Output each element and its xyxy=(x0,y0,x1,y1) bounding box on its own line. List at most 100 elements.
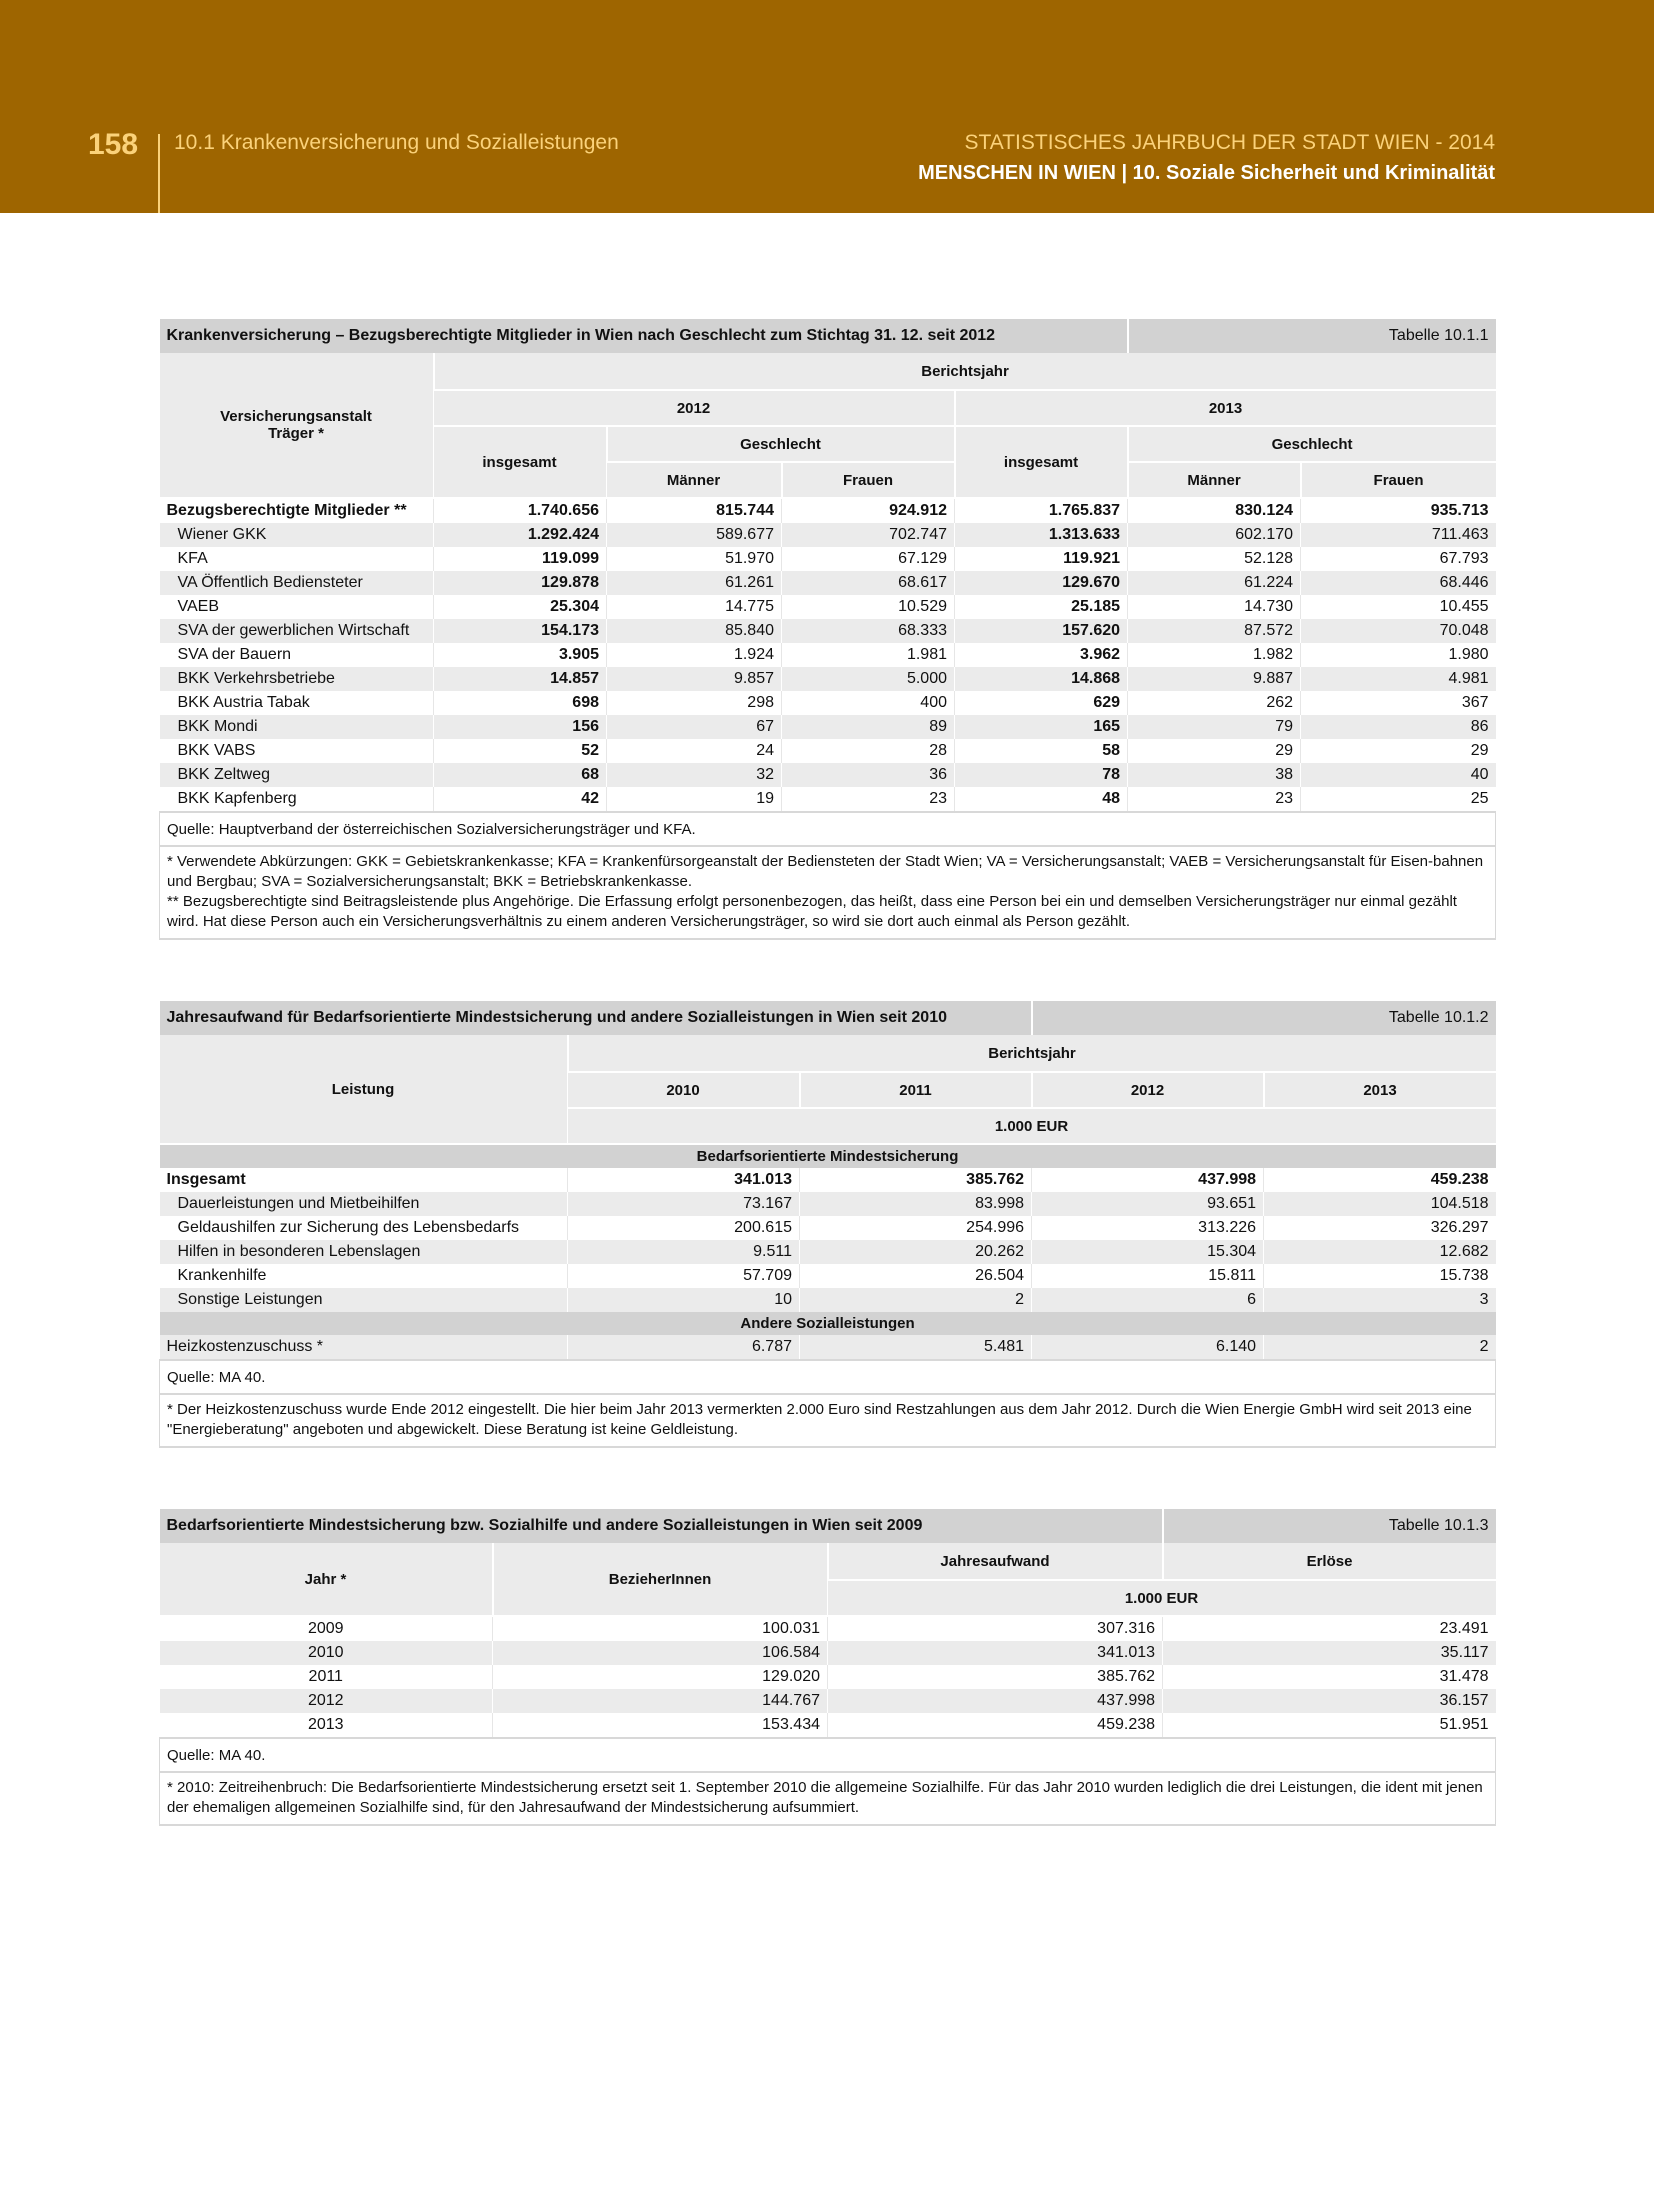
cell-value: 70.048 xyxy=(1300,619,1496,643)
table-footnote: * Der Heizkostenzuschuss wurde Ende 2012… xyxy=(158,1393,1497,1448)
cell-value: 341.013 xyxy=(567,1168,800,1192)
row-label: BKK Mondi xyxy=(159,715,434,739)
table-row: 2011 129.020 385.762 31.478 xyxy=(160,1665,1496,1689)
row-label: Insgesamt xyxy=(166,1171,246,1188)
cell-value: 459.238 xyxy=(826,1713,1163,1738)
row-label: BKK Austria Tabak xyxy=(177,694,310,711)
cell-value: 830.124 xyxy=(1127,498,1301,523)
cell-value: 10 xyxy=(567,1288,800,1312)
cell-value: 589.677 xyxy=(606,523,782,547)
cell-value: 437.998 xyxy=(826,1689,1163,1713)
cell-value: 144.767 xyxy=(492,1689,828,1713)
cell-value: 6.787 xyxy=(567,1335,800,1360)
table-10-1-2: Jahresaufwand für Bedarfsorientierte Min… xyxy=(158,1001,1497,1448)
cell-value: 711.463 xyxy=(1300,523,1496,547)
table-row: SVA der Bauern 3.905 1.924 1.981 3.962 1.982 1… xyxy=(160,643,1496,667)
cell-value: 307.316 xyxy=(826,1616,1163,1641)
table-10-1-3: Bedarfsorientierte Mindestsicherung bzw.… xyxy=(158,1509,1497,1826)
header-year: 2010 xyxy=(567,1072,800,1109)
cell-value: 298 xyxy=(606,691,782,715)
cell-value: 25.304 xyxy=(433,595,607,619)
cell-value: 924.912 xyxy=(781,498,955,523)
row-label: Heizkostenzuschuss * xyxy=(159,1335,568,1360)
row-label: KFA xyxy=(177,550,208,567)
column-header-erloese: Erlöse xyxy=(1161,1543,1496,1581)
table-row: BKK Zeltweg 68 32 36 78 38 40 xyxy=(159,763,1496,787)
header-year-2013: 2013 xyxy=(953,390,1496,427)
row-year: 2009 xyxy=(307,1620,344,1637)
table-row: Krankenhilfe 57.709 26.504 15.811 15.738 xyxy=(160,1264,1496,1288)
table-row: BKK Austria Tabak 698 298 400 629 262 367 xyxy=(160,691,1496,715)
table-number: Tabelle 10.1.1 xyxy=(1126,319,1496,353)
cell-value: 24 xyxy=(606,739,782,763)
cell-value: 326.297 xyxy=(1263,1216,1496,1240)
cell-value: 154.173 xyxy=(433,619,607,643)
cell-value: 73.167 xyxy=(567,1192,800,1216)
column-header-bezieherinnen: BezieherInnen xyxy=(491,1543,828,1617)
cell-value: 29 xyxy=(1300,739,1496,763)
cell-value: 935.713 xyxy=(1300,498,1496,523)
cell-value: 313.226 xyxy=(1031,1216,1264,1240)
cell-value: 19 xyxy=(606,787,782,812)
cell-value: 67.793 xyxy=(1300,547,1496,571)
cell-value: 12.682 xyxy=(1263,1240,1496,1264)
table-row: KFA 119.099 51.970 67.129 119.921 52.128 67.79… xyxy=(160,547,1496,571)
table-row: Geldaushilfen zur Sicherung des Lebensbe… xyxy=(160,1216,1496,1240)
row-label: BKK Zeltweg xyxy=(159,763,434,787)
cell-value: 367 xyxy=(1300,691,1496,715)
cell-value: 9.857 xyxy=(606,667,782,691)
cell-value: 1.981 xyxy=(781,643,955,667)
cell-value: 68.617 xyxy=(781,571,955,595)
cell-value: 25.185 xyxy=(953,595,1128,619)
cell-value: 68.446 xyxy=(1300,571,1496,595)
cell-value: 3 xyxy=(1263,1288,1496,1312)
cell-value: 400 xyxy=(781,691,955,715)
cell-value: 36.157 xyxy=(1162,1689,1496,1713)
cell-value: 52.128 xyxy=(1127,547,1301,571)
header-insgesamt: insgesamt xyxy=(953,426,1128,499)
page-number: 158 xyxy=(88,128,139,161)
table-row: Wiener GKK 1.292.424 589.677 702.747 1.313.6… xyxy=(159,523,1496,547)
cell-value: 3.905 xyxy=(433,643,607,667)
cell-value: 48 xyxy=(953,787,1128,812)
cell-value: 5.481 xyxy=(798,1335,1032,1360)
table-row: Dauerleistungen und Mietbeihilfen 73.167 8… xyxy=(159,1192,1496,1216)
cell-value: 129.878 xyxy=(433,571,607,595)
table-row: BKK Kapfenberg 42 19 23 48 23 25 xyxy=(160,787,1496,812)
row-label: BKK Kapfenberg xyxy=(177,790,297,807)
cell-value: 52 xyxy=(433,739,607,763)
row-label: Wiener GKK xyxy=(159,523,434,547)
cell-value: 119.099 xyxy=(433,547,607,571)
row-year: 2012 xyxy=(159,1689,493,1713)
cell-value: 87.572 xyxy=(1127,619,1301,643)
row-label: VAEB xyxy=(177,598,220,615)
cell-value: 10.529 xyxy=(781,595,955,619)
cell-value: 385.762 xyxy=(826,1665,1163,1689)
cell-value: 83.998 xyxy=(798,1192,1032,1216)
cell-value: 157.620 xyxy=(953,619,1128,643)
row-label: Geldaushilfen zur Sicherung des Lebensbe… xyxy=(177,1219,520,1236)
row-label: BKK Verkehrsbetriebe xyxy=(159,667,434,691)
header-berichtsjahr: Berichtsjahr xyxy=(432,353,1496,391)
table-source: Quelle: MA 40. xyxy=(158,1737,1497,1772)
cell-value: 36 xyxy=(781,763,955,787)
row-label: VA Öffentlich Bediensteter xyxy=(159,571,434,595)
cell-value: 31.478 xyxy=(1162,1665,1496,1689)
cell-value: 1.980 xyxy=(1300,643,1496,667)
table-source: Quelle: MA 40. xyxy=(158,1359,1497,1394)
cell-value: 38 xyxy=(1127,763,1301,787)
table-row: BKK Verkehrsbetriebe 14.857 9.857 5.000 14.8… xyxy=(159,667,1496,691)
cell-value: 815.744 xyxy=(606,498,782,523)
cell-value: 93.651 xyxy=(1031,1192,1264,1216)
cell-value: 2 xyxy=(798,1288,1032,1312)
cell-value: 51.970 xyxy=(606,547,782,571)
header-geschlecht: Geschlecht xyxy=(605,426,955,463)
cell-value: 6 xyxy=(1031,1288,1264,1312)
header-frauen: Frauen xyxy=(780,462,955,499)
page-header-band: 158 10.1 Krankenversicherung und Soziall… xyxy=(0,0,1654,213)
cell-value: 702.747 xyxy=(781,523,955,547)
cell-value: 20.262 xyxy=(798,1240,1032,1264)
cell-value: 1.982 xyxy=(1127,643,1301,667)
cell-value: 15.738 xyxy=(1263,1264,1496,1288)
cell-value: 85.840 xyxy=(606,619,782,643)
